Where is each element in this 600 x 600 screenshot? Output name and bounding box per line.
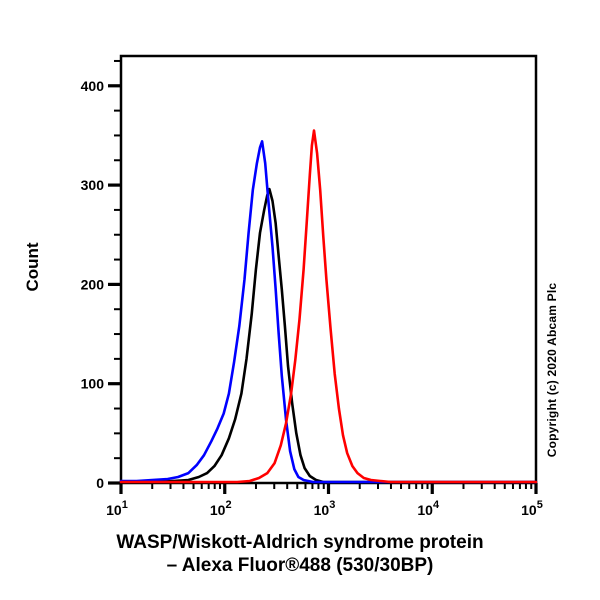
y-tick-label: 400	[81, 78, 105, 94]
plot-border	[119, 54, 538, 485]
x-tick-label: 105	[521, 499, 543, 518]
copyright-text: Copyright (c) 2020 Abcam Plc	[545, 282, 559, 458]
x-tick-label: 104	[417, 499, 440, 518]
x-tick-label: 102	[210, 499, 232, 518]
x-tick-label: 103	[314, 499, 336, 518]
y-tick-label: 200	[81, 276, 105, 292]
chart-title: WASP/Wiskott-Aldrich syndrome protein – …	[0, 531, 600, 577]
y-tick-label: 0	[96, 475, 104, 491]
y-axis-label: Count	[23, 242, 42, 292]
y-tick-label: 100	[81, 376, 105, 392]
y-tick-label: 300	[81, 177, 105, 193]
red-curve	[119, 129, 538, 484]
x-tick-label: 101	[106, 499, 128, 518]
blue-curve	[119, 140, 538, 484]
black-curve	[119, 187, 538, 484]
chart-title-line1: WASP/Wiskott-Aldrich syndrome protein	[116, 532, 484, 553]
chart-title-line2: – Alexa Fluor®488 (530/30BP)	[166, 555, 434, 576]
